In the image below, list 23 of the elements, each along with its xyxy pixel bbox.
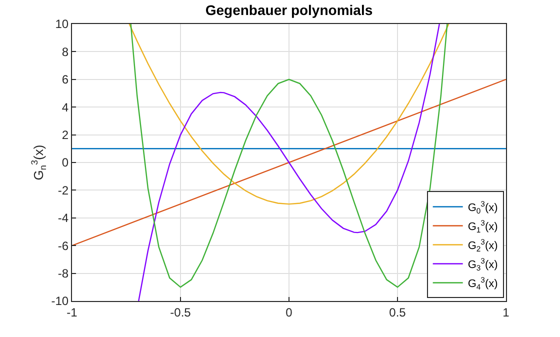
x-tick-label: 1 <box>502 305 510 320</box>
x-tick-label: -1 <box>66 305 78 320</box>
y-tick-label: -4 <box>58 211 69 226</box>
legend-label: G$_{3}$$^{3}$(x) <box>468 256 498 272</box>
x-tick-label: -0.5 <box>170 305 192 320</box>
y-tick-label: -2 <box>58 183 69 198</box>
legend-label: G$_{4}$$^{3}$(x) <box>468 275 498 292</box>
y-tick-label: 6 <box>62 72 69 87</box>
y-tick-label: 4 <box>62 100 69 114</box>
y-tick-label: 2 <box>62 128 69 142</box>
x-tick-label: 0.5 <box>389 305 406 320</box>
y-tick-label: -8 <box>58 266 69 280</box>
y-tick-label: 0 <box>62 156 69 170</box>
y-tick-label: -6 <box>58 238 69 253</box>
y-tick-label: 10 <box>55 17 69 32</box>
legend-label: G$_{0}$$^{3}$(x) <box>468 199 498 216</box>
legend-label: G$_{2}$$^{3}$(x) <box>468 237 498 254</box>
y-tick-label: 8 <box>62 44 69 59</box>
y-tick-label: -10 <box>51 294 69 308</box>
legend-label: G$_{1}$$^{3}$(x) <box>468 218 498 234</box>
line-series <box>128 24 450 205</box>
chart-title: Gegenbauer polynomials <box>205 2 373 18</box>
x-tick-label: 0 <box>286 305 293 320</box>
